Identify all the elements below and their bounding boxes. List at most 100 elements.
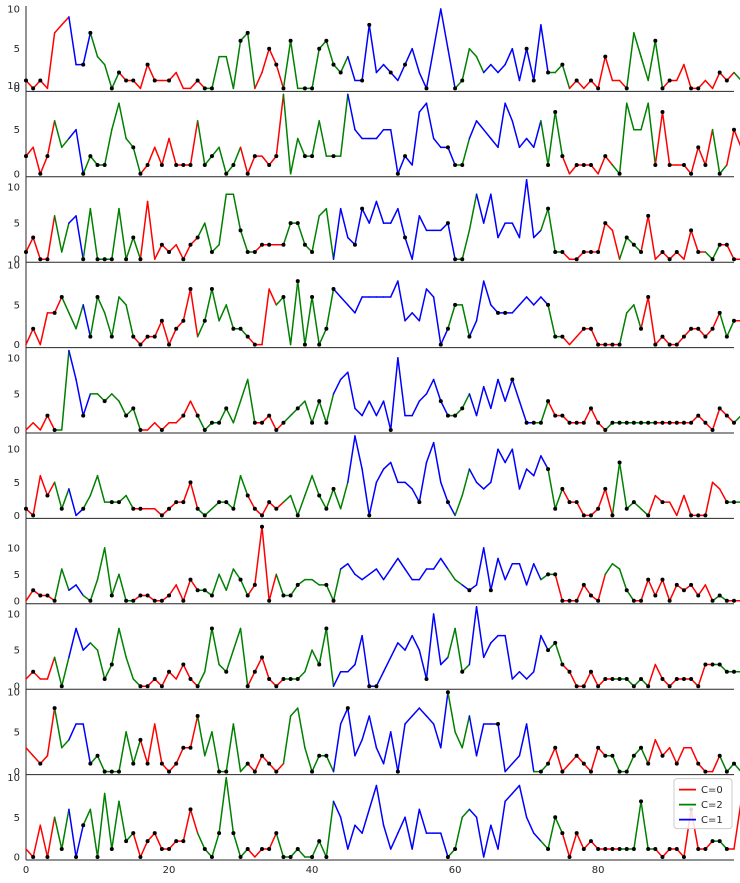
data-point-marker [653,342,658,347]
series-segment [647,102,657,166]
series-segment [461,715,471,749]
data-point-marker [217,500,222,505]
series-segment [53,707,63,749]
data-point-marker [288,593,293,598]
data-point-marker [109,500,114,505]
data-point-marker [445,326,450,331]
data-point-marker [252,669,257,674]
data-point-marker [116,769,121,774]
series-segment [25,747,34,757]
data-point-marker [646,513,651,518]
data-point-marker [152,676,157,681]
series-segment [597,155,607,175]
series-segment [547,400,556,417]
data-point-marker [195,588,200,593]
series-segment [325,40,335,66]
data-point-marker [109,769,114,774]
series-segment [525,671,535,680]
series-segment [540,120,549,166]
data-point-marker [567,420,572,425]
data-point-marker [338,70,343,75]
data-point-marker [388,70,393,75]
data-point-marker [252,506,257,511]
series-segment [189,715,199,749]
data-point-marker [281,676,286,681]
data-point-marker [639,420,644,425]
series-segment [554,747,564,773]
data-point-marker [181,318,186,323]
series-segment [111,102,120,131]
series-segment [440,327,449,346]
series-segment [96,649,106,680]
data-point-marker [102,769,107,774]
series-segment [61,222,70,253]
series-segment [189,288,199,338]
data-point-marker [560,598,565,603]
series-segment [75,378,84,417]
series-segment [182,481,192,503]
data-point-marker [138,342,143,347]
data-point-marker [181,257,186,262]
series-segment [332,800,342,819]
series-segment [282,93,292,175]
data-point-marker [581,684,586,689]
series-segment [132,146,142,175]
data-point-marker [95,257,100,262]
data-point-marker [274,154,279,159]
data-point-marker [188,745,193,750]
data-point-marker [245,684,250,689]
series-segment [590,747,599,773]
series-segment [332,723,342,773]
data-point-marker [167,669,172,674]
series-segment [132,739,142,765]
data-point-marker [281,242,286,247]
data-point-marker [460,669,465,674]
series-segment [332,378,342,395]
data-point-marker [145,593,150,598]
series-segment [311,754,320,773]
series-segment [347,435,356,484]
data-point-marker [295,279,300,284]
series-segment [196,832,206,850]
series-segment [339,481,349,510]
series-segment [733,71,740,81]
series-segment [268,573,278,602]
series-segment [518,137,528,149]
data-point-marker [195,714,200,719]
data-point-marker [167,78,172,83]
data-point-marker [596,684,601,689]
data-point-marker [667,598,672,603]
series-segment [511,784,521,795]
y-tick-label: 0 [14,682,20,693]
data-point-marker [167,593,172,598]
data-point-marker [310,420,315,425]
series-segment [575,501,585,517]
series-segment [175,71,185,90]
data-point-marker [145,684,150,689]
data-point-marker [31,855,36,859]
data-point-marker [653,593,658,598]
data-point-marker [603,54,608,59]
x-tick-label: 80 [592,865,605,876]
series-segment [504,762,514,773]
data-point-marker [295,582,300,587]
series-segment [440,832,449,858]
data-point-marker [274,831,279,836]
series-segment [318,327,328,346]
series-segment [604,562,614,576]
series-segment [53,568,63,602]
data-point-marker [574,78,579,83]
data-point-marker [81,171,86,176]
series-segment [676,63,685,82]
series-segment [282,715,292,765]
data-point-marker [38,78,43,83]
data-point-marker [681,676,686,681]
y-tick-label: 5 [14,727,20,738]
data-point-marker [209,626,214,631]
data-point-marker [717,242,722,247]
data-point-marker [596,745,601,750]
series-segment [497,448,506,464]
series-segment [75,215,84,260]
series-segment [432,296,442,346]
